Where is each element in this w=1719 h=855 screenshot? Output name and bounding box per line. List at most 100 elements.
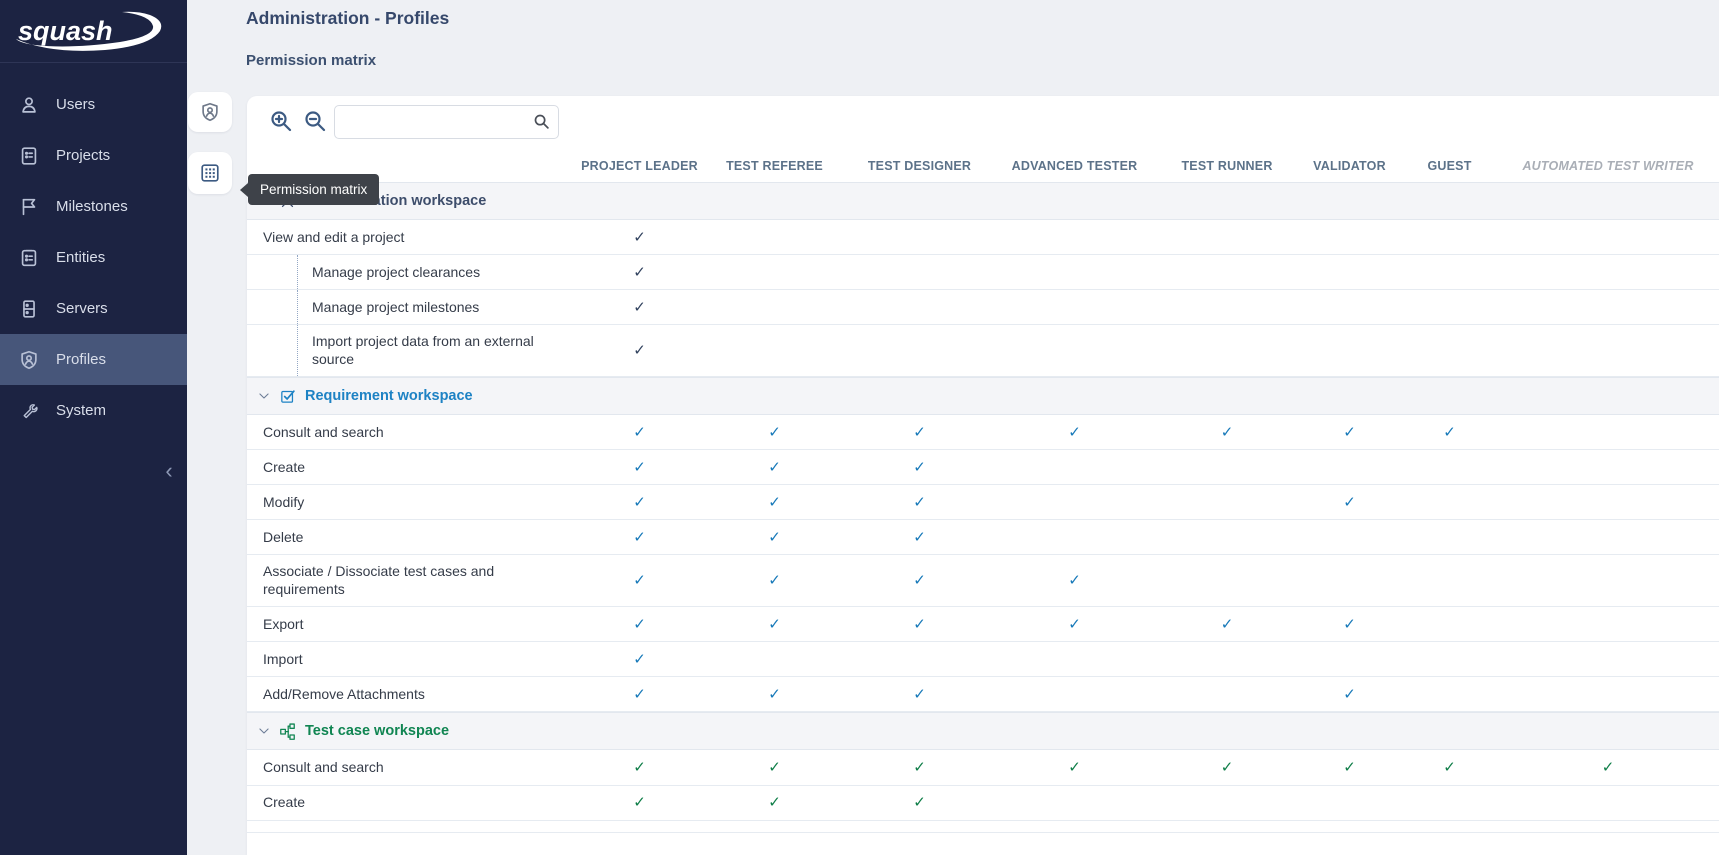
permission-check-icon[interactable]: ✓ [577, 573, 702, 588]
permission-check-icon[interactable]: ✓ [577, 687, 702, 702]
permission-check-icon[interactable]: ✓ [577, 230, 702, 245]
sidebar-item-servers[interactable]: Servers [0, 283, 187, 334]
permission-row: Add/Remove Attachments✓✓✓✓ [247, 677, 1719, 712]
permission-check-icon[interactable]: ✓ [1297, 425, 1402, 440]
sidebar-collapse-chevron-icon[interactable]: ‹ [157, 458, 181, 486]
sidebar-item-entities[interactable]: Entities [0, 232, 187, 283]
column-header: VALIDATOR [1297, 159, 1402, 173]
document-icon [18, 145, 40, 167]
rail-profile-detail-button[interactable] [188, 92, 232, 132]
chevron-down-icon[interactable] [257, 389, 271, 403]
permission-check-icon[interactable]: ✓ [702, 795, 847, 810]
permission-check-icon[interactable]: ✓ [847, 573, 992, 588]
permission-check-icon[interactable]: ✓ [1297, 617, 1402, 632]
permission-check-icon[interactable]: ✓ [577, 495, 702, 510]
zoom-in-icon[interactable] [269, 109, 295, 135]
permission-check-icon[interactable]: ✓ [702, 573, 847, 588]
permission-check-icon[interactable]: ✓ [847, 460, 992, 475]
permission-check-icon[interactable]: ✓ [577, 425, 702, 440]
permission-check-icon[interactable]: ✓ [577, 760, 702, 775]
permission-check-icon[interactable]: ✓ [702, 425, 847, 440]
permission-check-icon[interactable]: ✓ [1297, 760, 1402, 775]
permission-check-icon[interactable]: ✓ [992, 573, 1157, 588]
permission-check-icon[interactable]: ✓ [702, 687, 847, 702]
zoom-out-icon[interactable] [303, 109, 329, 135]
sidebar-item-users[interactable]: Users [0, 79, 187, 130]
permission-check-icon[interactable]: ✓ [577, 343, 702, 358]
permission-row: Create✓✓✓ [247, 450, 1719, 485]
section-title: Test case workspace [305, 723, 449, 739]
permission-check-icon[interactable]: ✓ [702, 617, 847, 632]
permission-check-icon[interactable]: ✓ [577, 265, 702, 280]
sidebar-item-label: Users [56, 96, 95, 113]
sidebar-item-label: Profiles [56, 351, 106, 368]
permission-check-icon[interactable]: ✓ [1297, 495, 1402, 510]
permission-check-icon[interactable]: ✓ [577, 300, 702, 315]
squash-logo-swoosh: squash [10, 9, 168, 53]
permission-check-icon[interactable]: ✓ [847, 495, 992, 510]
rail-permission-matrix-button[interactable] [188, 152, 232, 194]
permission-check-icon[interactable]: ✓ [1497, 760, 1719, 775]
permission-check-icon[interactable]: ✓ [702, 530, 847, 545]
search-icon[interactable] [533, 113, 550, 130]
chevron-down-icon[interactable] [257, 724, 271, 738]
user-icon [18, 94, 40, 116]
permission-row: Create✓✓✓ [247, 786, 1719, 821]
permission-check-icon[interactable]: ✓ [577, 617, 702, 632]
page-subtitle: Permission matrix [246, 52, 376, 69]
matrix-search-input[interactable] [334, 105, 559, 139]
permission-check-icon[interactable]: ✓ [847, 795, 992, 810]
permission-check-icon[interactable]: ✓ [577, 795, 702, 810]
permission-check-icon[interactable]: ✓ [847, 760, 992, 775]
permission-check-icon[interactable]: ✓ [847, 687, 992, 702]
page-title: Administration - Profiles [246, 8, 449, 29]
sidebar-nav: Users Projects Milestones Entities Serve… [0, 63, 187, 436]
tooltip-text: Permission matrix [248, 174, 379, 205]
permission-label: Create [247, 450, 577, 484]
permission-check-icon[interactable]: ✓ [847, 425, 992, 440]
permission-check-icon[interactable]: ✓ [1402, 425, 1497, 440]
permission-check-icon[interactable]: ✓ [702, 460, 847, 475]
column-header: AUTOMATED TEST WRITER [1497, 159, 1719, 173]
permission-row: Consult and search✓✓✓✓✓✓✓ [247, 415, 1719, 450]
sidebar-item-projects[interactable]: Projects [0, 130, 187, 181]
permission-check-icon[interactable]: ✓ [577, 460, 702, 475]
section-header[interactable]: Administration workspace [247, 182, 1719, 220]
sidebar-item-milestones[interactable]: Milestones [0, 181, 187, 232]
sidebar-item-profiles[interactable]: Profiles [0, 334, 187, 385]
permission-label: Create [247, 786, 577, 820]
permission-check-icon[interactable]: ✓ [577, 652, 702, 667]
permission-check-icon[interactable]: ✓ [702, 760, 847, 775]
permission-label: Associate / Dissociate test cases and re… [247, 555, 577, 606]
permission-check-icon[interactable]: ✓ [847, 617, 992, 632]
permission-check-icon[interactable]: ✓ [577, 530, 702, 545]
grid-icon [199, 162, 221, 184]
sidebar-item-system[interactable]: System [0, 385, 187, 436]
section-header[interactable]: Requirement workspace [247, 377, 1719, 415]
column-header: GUEST [1402, 159, 1497, 173]
permission-check-icon[interactable]: ✓ [1297, 687, 1402, 702]
permission-check-icon[interactable]: ✓ [847, 530, 992, 545]
permission-check-icon[interactable]: ✓ [992, 760, 1157, 775]
section-header[interactable]: Test case workspace [247, 712, 1719, 750]
permission-label: Import project data from an external sou… [297, 325, 577, 376]
column-header: TEST REFEREE [702, 159, 847, 173]
permission-row: Modify✓✓✓✓ [247, 485, 1719, 520]
matrix-column-headers: PROJECT LEADERTEST REFEREETEST DESIGNERA… [247, 150, 1719, 182]
sidebar-item-label: Entities [56, 249, 105, 266]
permission-check-icon[interactable]: ✓ [1157, 617, 1297, 632]
permission-row: Export✓✓✓✓✓✓ [247, 607, 1719, 642]
column-header: TEST RUNNER [1157, 159, 1297, 173]
sidebar-item-label: Servers [56, 300, 108, 317]
permission-check-icon[interactable]: ✓ [702, 495, 847, 510]
permission-label: Add/Remove Attachments [247, 677, 577, 711]
permission-check-icon[interactable]: ✓ [992, 425, 1157, 440]
permission-label: Consult and search [247, 750, 577, 784]
permission-check-icon[interactable]: ✓ [1157, 760, 1297, 775]
permission-check-icon[interactable]: ✓ [1157, 425, 1297, 440]
permission-check-icon[interactable]: ✓ [1402, 760, 1497, 775]
permission-label: Delete [247, 520, 577, 554]
permission-check-icon[interactable]: ✓ [992, 617, 1157, 632]
permission-row: Import project data from an external sou… [247, 325, 1719, 377]
permission-row: Associate / Dissociate test cases and re… [247, 555, 1719, 607]
